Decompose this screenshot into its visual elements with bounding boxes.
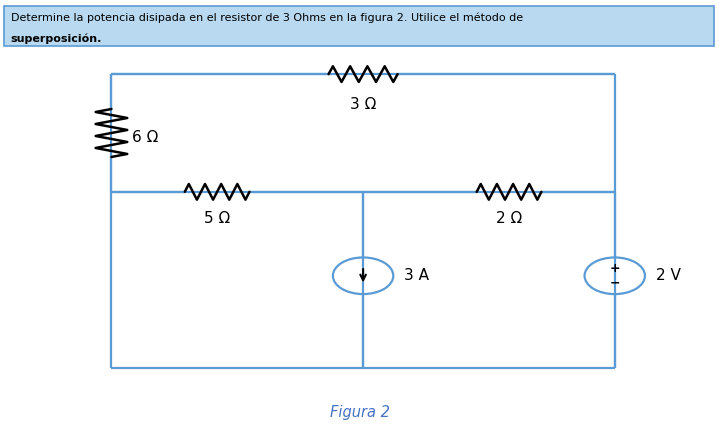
Text: 2 V: 2 V (656, 268, 681, 283)
FancyBboxPatch shape (4, 6, 714, 46)
Text: 2 Ω: 2 Ω (496, 211, 522, 226)
Text: Figura 2: Figura 2 (329, 405, 390, 419)
Text: Determine la potencia disipada en el resistor de 3 Ohms en la figura 2. Utilice : Determine la potencia disipada en el res… (11, 12, 523, 23)
Text: superposición.: superposición. (11, 33, 102, 44)
Text: 5 Ω: 5 Ω (204, 211, 230, 226)
Text: −: − (610, 276, 620, 290)
Text: 3 A: 3 A (404, 268, 429, 283)
Text: 6 Ω: 6 Ω (132, 130, 158, 145)
Text: +: + (610, 262, 620, 275)
Text: 3 Ω: 3 Ω (350, 97, 376, 112)
